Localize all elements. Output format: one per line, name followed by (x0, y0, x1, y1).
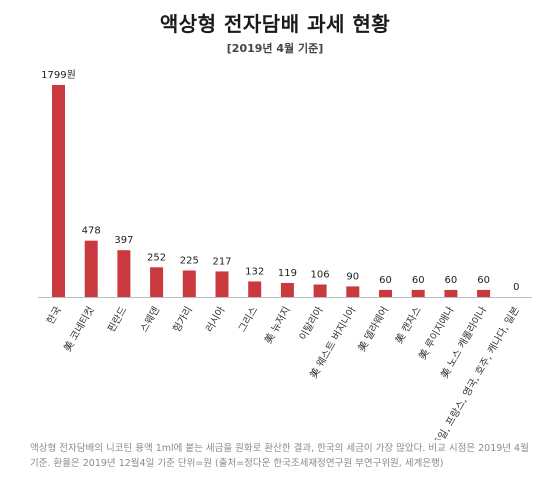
footnote: 액상형 전자담배의 니코틴 용액 1ml에 붙는 세금을 원화로 환산한 결과,… (30, 443, 529, 469)
bar (150, 267, 164, 297)
bar (379, 289, 392, 297)
data-label: 0 (513, 282, 519, 293)
chart-title: 액상형 전자담배 과세 현황 (159, 12, 391, 36)
bar (117, 250, 131, 297)
data-label: 225 (180, 255, 199, 266)
category-label: 이탈리아 (296, 304, 326, 342)
data-label: 252 (147, 252, 166, 263)
bar (182, 270, 196, 297)
category-label: 핀란드 (105, 305, 129, 335)
chart-subtitle: [2019년 4월 기준] (226, 42, 324, 55)
bar (346, 286, 360, 297)
category-label: 러시아 (203, 305, 227, 335)
bar (477, 289, 491, 297)
category-label: 헝가리 (171, 305, 195, 335)
category-label: 그리스 (236, 305, 260, 335)
bar (411, 289, 425, 297)
bar (84, 240, 98, 297)
bar (248, 281, 262, 297)
bar (313, 284, 327, 297)
category-label: 한국 (45, 305, 65, 327)
bar (280, 282, 294, 297)
data-label: 478 (82, 226, 101, 237)
data-label: 132 (245, 266, 264, 277)
category-label: 美 캔자스 (392, 304, 424, 346)
category-label: 스웨덴 (138, 305, 162, 335)
data-label: 60 (477, 275, 490, 286)
category-label: 美 뉴저지 (261, 304, 293, 346)
data-label: 60 (412, 275, 425, 286)
data-label: 60 (379, 275, 392, 286)
data-label: 397 (114, 235, 133, 246)
data-label: 60 (445, 275, 458, 286)
category-label: 美 코네티컷 (61, 304, 97, 354)
data-label: 217 (212, 256, 231, 267)
data-label: 1799원 (41, 69, 76, 81)
data-label: 90 (346, 271, 359, 282)
data-label: 119 (278, 268, 297, 279)
bar (52, 85, 65, 297)
bar (215, 271, 229, 297)
bar (444, 289, 458, 297)
data-label: 106 (311, 270, 330, 281)
category-label: 美 델라웨어 (355, 304, 391, 354)
